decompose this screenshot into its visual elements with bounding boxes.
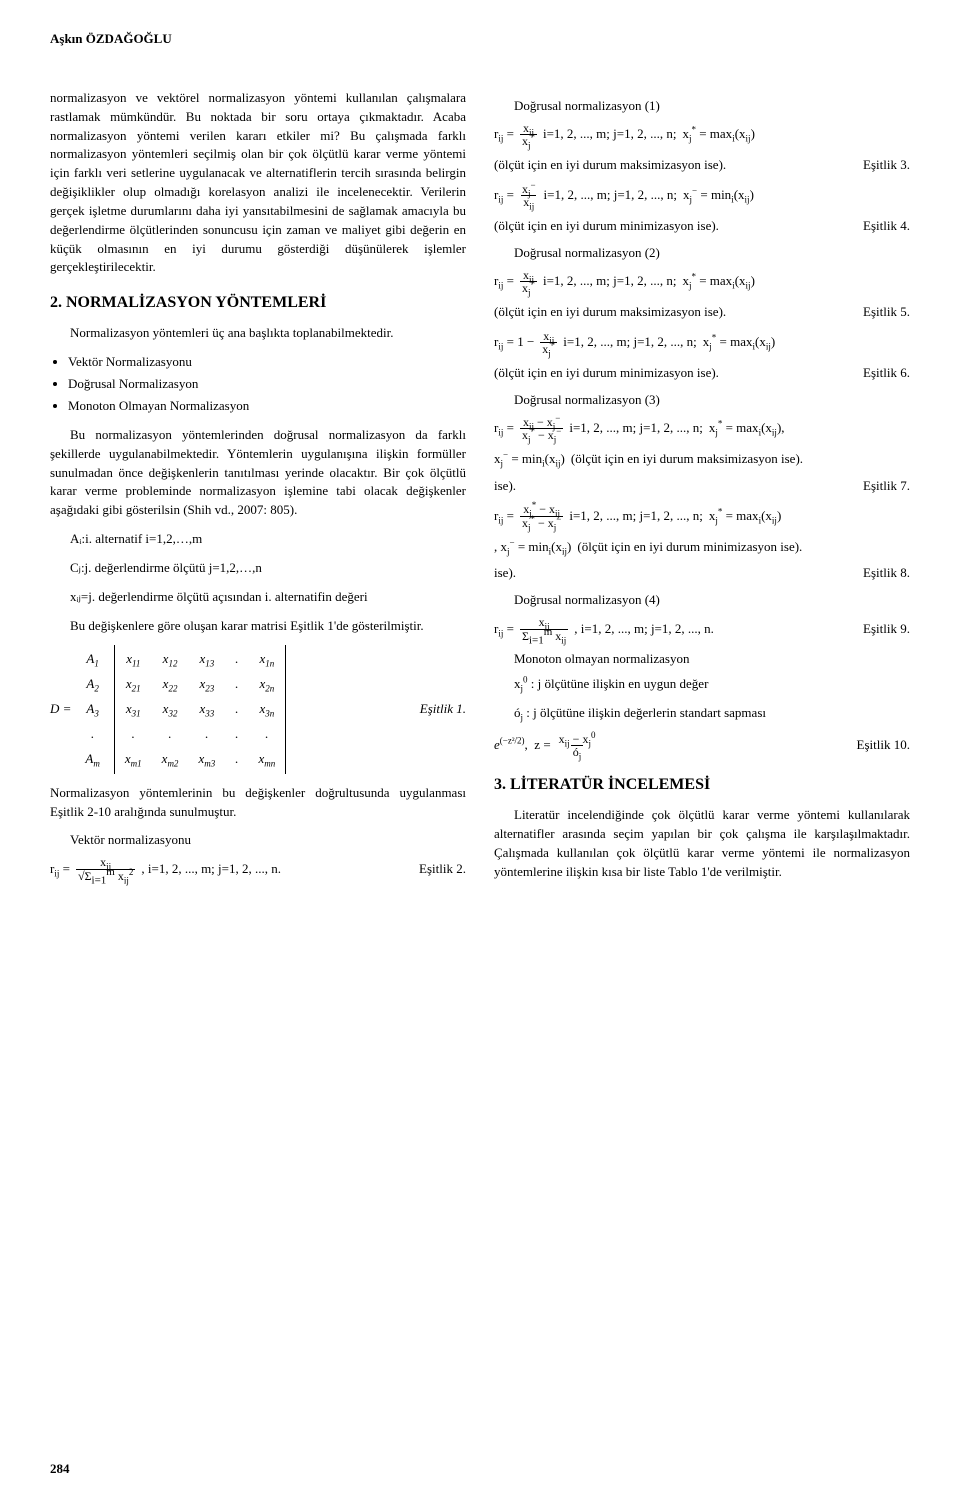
body-paragraph: Normalizasyon yöntemleri üç ana başlıkta… <box>50 324 466 343</box>
equation-7: rij = xij − xj−xj* − xj− i=1, 2, ..., m;… <box>494 416 910 442</box>
equation-8-label: ise). Eşitlik 8. <box>494 564 910 583</box>
body-paragraph: Bu değişkenlere göre oluşan karar matris… <box>50 617 466 636</box>
notation-line: Cⱼ:j. değerlendirme ölçütü j=1,2,…,n <box>50 559 466 578</box>
author-line: Aşkın ÖZDAĞOĞLU <box>50 30 910 49</box>
equation-6: rij = 1 − xijxj* i=1, 2, ..., m; j=1, 2,… <box>494 330 910 356</box>
equation-5: rij = xijxj* i=1, 2, ..., m; j=1, 2, ...… <box>494 269 910 295</box>
list-item: Doğrusal Normalizasyon <box>68 375 466 394</box>
equation-8: rij = xj* − xijxj* − xj− i=1, 2, ..., m;… <box>494 503 910 529</box>
two-column-layout: normalizasyon ve vektörel normalizasyon … <box>50 89 910 892</box>
equation-3-desc: (ölçüt için en iyi durum maksimizasyon i… <box>494 156 910 175</box>
equation-3: rij = xijxj* i=1, 2, ..., m; j=1, 2, ...… <box>494 122 910 148</box>
subheading: Monoton olmayan normalizasyon <box>494 650 910 669</box>
equation-1-matrix: D = A1A2A3.Am x11x12x13.x1n x21x22x23.x2… <box>50 645 466 773</box>
subheading: Doğrusal normalizasyon (2) <box>494 244 910 263</box>
notation-line: Aᵢ:i. alternatif i=1,2,…,m <box>50 530 466 549</box>
notation-line: xj0 : j ölçütüne ilişkin en uygun değer <box>494 675 910 694</box>
equation-2: rij = xij √Σi=1m xij2 , i=1, 2, ..., m; … <box>50 856 466 882</box>
equation-range: , i=1, 2, ..., m; j=1, 2, ..., n. <box>141 860 281 879</box>
subheading: Doğrusal normalizasyon (3) <box>494 391 910 410</box>
equation-7-cont: xj− = mini(xij) (ölçüt için en iyi durum… <box>494 450 910 469</box>
equation-7-label: ise). Eşitlik 7. <box>494 477 910 496</box>
section-heading-2: 2. NORMALİZASYON YÖNTEMLERİ <box>50 291 466 314</box>
body-paragraph: Literatür incelendiğinde çok ölçütlü kar… <box>494 806 910 881</box>
equation-label: Eşitlik 2. <box>419 860 466 879</box>
equation-4: rij = xj−xij i=1, 2, ..., m; j=1, 2, ...… <box>494 183 910 209</box>
equation-9: rij = xijΣi=1m xij , i=1, 2, ..., m; j=1… <box>494 616 910 642</box>
right-column: Doğrusal normalizasyon (1) rij = xijxj* … <box>494 89 910 892</box>
body-paragraph: normalizasyon ve vektörel normalizasyon … <box>50 89 466 277</box>
page-number: 284 <box>50 1460 70 1479</box>
subheading: Vektör normalizasyonu <box>50 831 466 850</box>
equation-8-cont: , xj− = mini(xij) (ölçüt için en iyi dur… <box>494 538 910 557</box>
left-column: normalizasyon ve vektörel normalizasyon … <box>50 89 466 892</box>
equation-label: Eşitlik 1. <box>420 700 466 719</box>
notation-line: xᵢⱼ=j. değerlendirme ölçütü açısından i.… <box>50 588 466 607</box>
method-list: Vektör Normalizasyonu Doğrusal Normaliza… <box>68 353 466 416</box>
equation-5-desc: (ölçüt için en iyi durum maksimizasyon i… <box>494 303 910 322</box>
notation-line: ój : j ölçütüne ilişkin değerlerin stand… <box>494 704 910 723</box>
list-item: Vektör Normalizasyonu <box>68 353 466 372</box>
list-item: Monoton Olmayan Normalizasyon <box>68 397 466 416</box>
equation-6-desc: (ölçüt için en iyi durum minimizasyon is… <box>494 364 910 383</box>
body-paragraph: Normalizasyon yöntemlerinin bu değişkenl… <box>50 784 466 822</box>
subheading: Doğrusal normalizasyon (1) <box>494 97 910 116</box>
equation-4-desc: (ölçüt için en iyi durum minimizasyon is… <box>494 217 910 236</box>
body-paragraph: Bu normalizasyon yöntemlerinden doğrusal… <box>50 426 466 520</box>
equation-10: e(−z²/2), z = xij − xj0ój Eşitlik 10. <box>494 733 910 759</box>
section-heading-3: 3. LİTERATÜR İNCELEMESİ <box>494 773 910 796</box>
subheading: Doğrusal normalizasyon (4) <box>494 591 910 610</box>
